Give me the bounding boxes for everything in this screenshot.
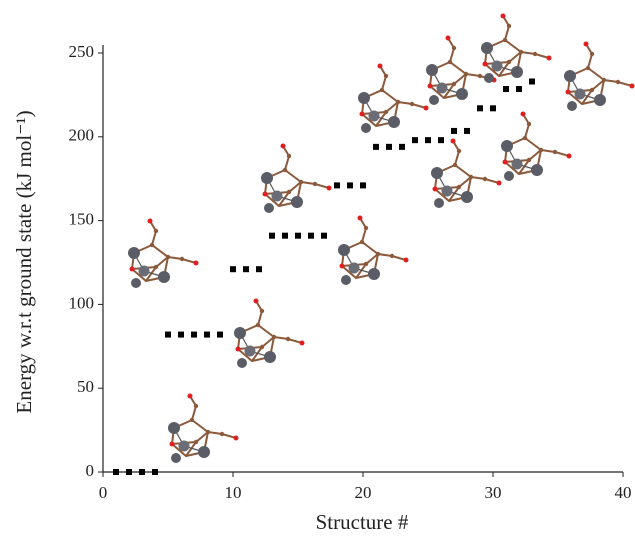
point <box>334 182 340 188</box>
point <box>191 332 197 338</box>
point <box>256 266 262 272</box>
y-axis-title: Energy w.r.t ground state (kJ mol⁻¹) <box>12 110 36 413</box>
point <box>347 182 353 188</box>
point <box>399 144 405 150</box>
point <box>217 332 223 338</box>
x-tick-label: 10 <box>225 483 242 502</box>
y-tick-label: 250 <box>69 42 95 61</box>
y-tick-label: 100 <box>69 293 95 312</box>
y-tick-label: 0 <box>86 461 95 480</box>
point <box>308 233 314 239</box>
point <box>178 332 184 338</box>
point <box>516 86 522 92</box>
point <box>165 332 171 338</box>
point <box>412 137 418 143</box>
point <box>477 105 483 111</box>
point <box>451 128 457 134</box>
x-tick-label: 30 <box>485 483 502 502</box>
point <box>282 233 288 239</box>
point <box>425 137 431 143</box>
point <box>204 332 210 338</box>
point <box>321 233 327 239</box>
point <box>386 144 392 150</box>
point <box>269 233 275 239</box>
point <box>529 78 535 84</box>
point <box>464 128 470 134</box>
point <box>490 105 496 111</box>
x-tick-label: 0 <box>99 483 108 502</box>
x-tick-label: 40 <box>615 483 632 502</box>
point <box>373 144 379 150</box>
point <box>139 469 145 475</box>
point <box>126 469 132 475</box>
chart: Structure # Energy w.r.t ground state (k… <box>0 0 635 539</box>
x-axis-title: Structure # <box>316 510 409 534</box>
point <box>243 266 249 272</box>
point <box>438 137 444 143</box>
point <box>295 233 301 239</box>
y-tick-label: 150 <box>69 210 95 229</box>
point <box>152 469 158 475</box>
molecule-illustrations <box>128 14 635 464</box>
y-tick-label: 200 <box>69 126 95 145</box>
point <box>113 469 119 475</box>
y-tick-label: 50 <box>77 377 94 396</box>
point <box>230 266 236 272</box>
point <box>360 182 366 188</box>
point <box>503 86 509 92</box>
x-tick-label: 20 <box>355 483 372 502</box>
